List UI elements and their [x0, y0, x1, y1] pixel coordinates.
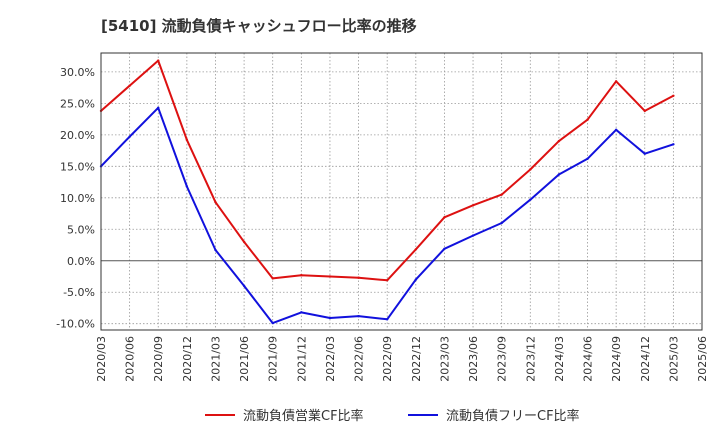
data-point	[300, 274, 303, 277]
data-point	[357, 314, 360, 318]
data-point	[414, 278, 418, 281]
data-point	[443, 247, 446, 250]
x-tick-label: 2021/06	[238, 336, 251, 382]
data-point	[557, 139, 561, 143]
data-point	[471, 204, 475, 207]
y-tick-label: 30.0%	[60, 66, 95, 79]
data-point	[242, 284, 246, 288]
data-point	[271, 321, 274, 325]
data-point	[529, 168, 532, 171]
data-point	[672, 94, 675, 98]
data-point	[614, 128, 618, 132]
x-tick-label: 2024/12	[639, 336, 652, 382]
x-tick-label: 2023/03	[438, 336, 451, 382]
x-tick-label: 2023/06	[467, 336, 480, 382]
data-point	[157, 59, 160, 62]
data-point	[385, 279, 389, 282]
data-point	[185, 185, 189, 188]
x-tick-label: 2022/03	[324, 336, 337, 382]
data-point	[128, 84, 131, 87]
data-point	[643, 152, 646, 155]
y-tick-label: 15.0%	[60, 160, 95, 173]
y-tick-label: 10.0%	[60, 192, 95, 205]
y-tick-label: 20.0%	[60, 129, 95, 142]
data-point	[586, 157, 589, 160]
data-point	[672, 143, 675, 146]
data-point	[128, 135, 131, 138]
data-point	[357, 276, 360, 279]
data-point	[614, 80, 618, 83]
x-tick-label: 2020/09	[152, 336, 165, 382]
grid-layer	[100, 53, 703, 330]
legend-label-1: 流動負債営業CF比率	[243, 408, 364, 424]
x-tick-label: 2024/06	[582, 336, 595, 382]
x-tick-label: 2021/12	[295, 336, 308, 382]
x-tick-label: 2022/06	[353, 336, 366, 382]
y-tick-label: -10.0%	[56, 318, 95, 331]
data-point	[500, 193, 503, 196]
x-tick-label: 2024/09	[610, 336, 623, 382]
x-tick-label: 2023/09	[496, 336, 509, 382]
data-point	[586, 118, 589, 121]
data-point	[157, 106, 160, 109]
data-point	[385, 318, 389, 321]
axis-layer: -10.0% -5.0% 0.0% 5.0% 10.0% 15.0% 20.0% 25.0% 3…	[56, 52, 709, 382]
data-point	[643, 109, 646, 113]
x-tick-label: 2020/03	[95, 336, 108, 382]
legend: 流動負債営業CF比率 流動負債フリーCF比率	[205, 408, 580, 424]
y-tick-label: 25.0%	[60, 97, 95, 110]
data-point	[328, 275, 332, 278]
data-point	[271, 277, 274, 280]
data-point	[214, 248, 217, 252]
x-tick-label: 2021/03	[209, 336, 222, 382]
legend-label-2: 流動負債フリーCF比率	[446, 408, 580, 424]
data-point	[529, 198, 532, 201]
series-layer	[99, 59, 675, 325]
x-tick-label: 2024/03	[553, 336, 566, 382]
data-point	[214, 201, 217, 204]
y-tick-label: 0.0%	[67, 255, 95, 268]
data-point	[557, 173, 561, 176]
y-tick-label: 5.0%	[67, 223, 95, 236]
data-point	[500, 221, 503, 225]
data-point	[300, 311, 303, 314]
x-tick-label: 2020/06	[124, 336, 137, 382]
x-tick-label: 2021/09	[267, 336, 280, 382]
plot-area	[101, 53, 702, 330]
y-tick-label: -5.0%	[63, 286, 95, 299]
x-tick-label: 2023/12	[524, 336, 537, 382]
data-point	[185, 138, 189, 142]
data-point	[443, 216, 446, 219]
data-point	[414, 248, 418, 251]
x-tick-label: 2025/03	[667, 336, 680, 382]
x-tick-label: 2022/09	[381, 336, 394, 382]
x-tick-label: 2025/06	[696, 336, 709, 382]
x-tick-label: 2020/12	[181, 336, 194, 382]
x-tick-label: 2022/12	[410, 336, 423, 382]
plot-frame	[100, 52, 703, 331]
data-point	[328, 316, 332, 320]
data-point	[242, 240, 246, 244]
chart-title: [5410] 流動負債キャッシュフロー比率の推移	[101, 17, 417, 35]
data-point	[471, 234, 475, 237]
